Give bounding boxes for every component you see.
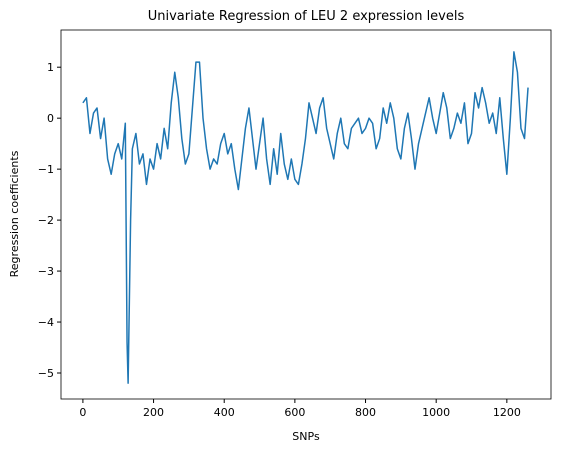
y-tick-label: −3: [38, 265, 54, 278]
y-axis-label: Regression coefficients: [8, 150, 21, 277]
x-tick-label: 600: [284, 406, 305, 419]
plot-frame: [60, 29, 552, 400]
x-tick-label: 800: [355, 406, 376, 419]
x-tick-label: 200: [143, 406, 164, 419]
x-tick-label: 0: [79, 406, 86, 419]
x-tick-label: 1200: [493, 406, 521, 419]
y-tick-label: 1: [47, 61, 54, 74]
y-tick-label: −4: [38, 316, 54, 329]
y-tick-label: −5: [38, 367, 54, 380]
x-axis-label: SNPs: [292, 430, 320, 443]
x-tick-label: 1000: [422, 406, 450, 419]
x-tick-label: 400: [214, 406, 235, 419]
data-line: [82, 51, 529, 384]
y-tick-label: −1: [38, 163, 54, 176]
y-tick-label: −2: [38, 214, 54, 227]
chart-title: Univariate Regression of LEU 2 expressio…: [148, 9, 465, 24]
y-tick-label: 0: [47, 112, 54, 125]
